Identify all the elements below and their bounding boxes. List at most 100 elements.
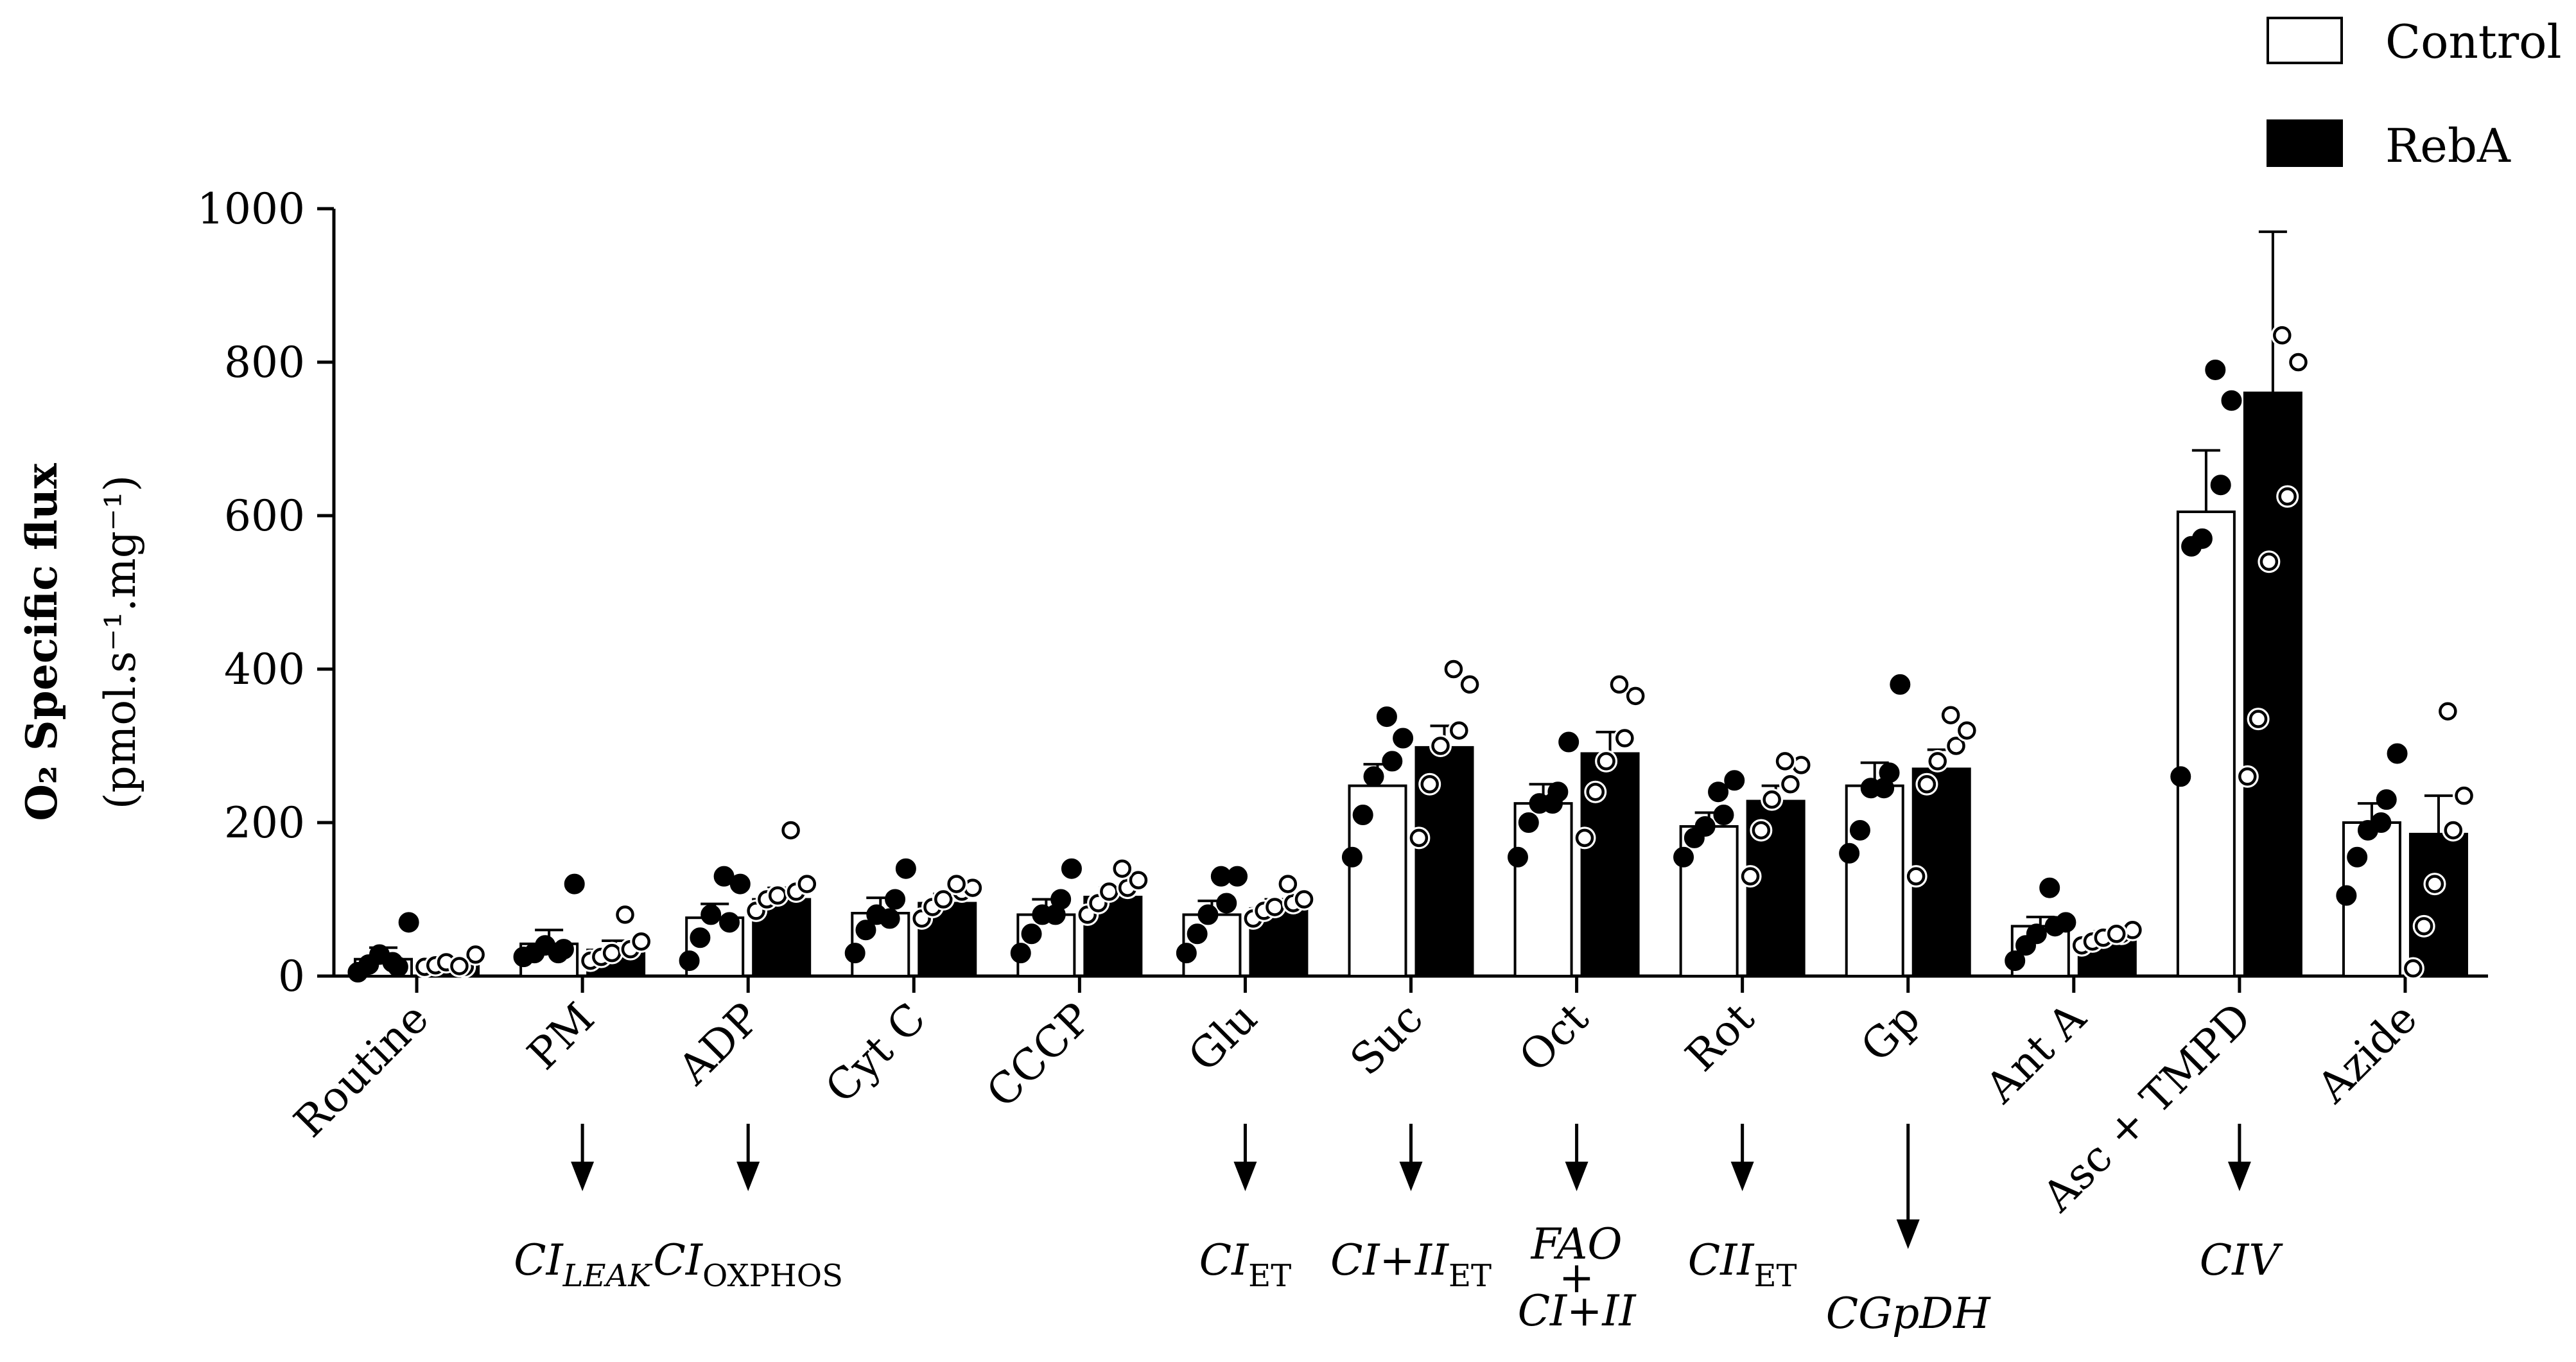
annotation-subscript: ET bbox=[1754, 1258, 1797, 1294]
annotation-text: CILEAK bbox=[514, 1235, 653, 1294]
data-point-control bbox=[1363, 766, 1384, 787]
data-point-outline bbox=[1928, 752, 1947, 771]
data-point-control bbox=[1176, 943, 1197, 964]
x-tick-label: Glu bbox=[1179, 993, 1267, 1081]
data-point-outline bbox=[934, 890, 953, 909]
data-point-control bbox=[1187, 923, 1208, 945]
bar-reba bbox=[2408, 832, 2468, 978]
data-point-control bbox=[1694, 816, 1716, 837]
data-point-control bbox=[1839, 843, 1860, 864]
arrow-head bbox=[736, 1162, 760, 1191]
y-tick-label: 0 bbox=[278, 952, 305, 1001]
data-point-outline bbox=[1100, 882, 1118, 901]
data-point-outline bbox=[1762, 790, 1781, 809]
x-tick-label: Oct bbox=[1510, 993, 1598, 1082]
arrow-head bbox=[1233, 1162, 1257, 1191]
data-point-control bbox=[2387, 743, 2408, 764]
data-point-outline bbox=[2273, 326, 2292, 345]
data-point-outline bbox=[1420, 775, 1439, 794]
data-point-control bbox=[2210, 475, 2231, 496]
y-tick-label: 400 bbox=[224, 645, 305, 694]
y-tick-label: 1000 bbox=[197, 184, 305, 234]
data-point-control bbox=[1341, 846, 1362, 868]
data-point-outline bbox=[2107, 925, 2126, 943]
annotation-text: CGpDH bbox=[1826, 1289, 1991, 1338]
data-point-outline bbox=[2278, 487, 2297, 506]
y-axis-label: O₂ Specific flux (pmol.s⁻¹.mg⁻¹) bbox=[17, 463, 145, 821]
x-tick-label: PM bbox=[518, 993, 604, 1079]
data-point-outline bbox=[2404, 959, 2423, 978]
data-point-outline bbox=[2425, 875, 2444, 893]
data-point-outline bbox=[602, 943, 622, 963]
data-point-outline bbox=[2249, 710, 2268, 728]
data-point-control bbox=[895, 858, 916, 879]
y-tick-label: 800 bbox=[224, 338, 305, 387]
annotations: CILEAK CIOXPHOS CIET CI+IIET FAO+CI+II CIIET C… bbox=[514, 1124, 2283, 1338]
legend-swatch-reba bbox=[2267, 119, 2343, 167]
data-point-control bbox=[398, 912, 419, 933]
bar-control bbox=[2176, 511, 2236, 977]
annotation-text: FAO bbox=[1531, 1219, 1623, 1269]
x-tick-labels: Routine PM ADP Cyt C CCCP Glu Suc Oct Rot Gp Ant A… bbox=[284, 993, 2426, 1221]
data-point-outline bbox=[1958, 721, 1976, 740]
data-point-control bbox=[1210, 866, 1231, 887]
data-point-outline bbox=[1431, 737, 1450, 755]
data-point-control bbox=[2376, 789, 2397, 810]
data-point-control bbox=[2205, 359, 2226, 380]
x-tick-label: Cyt C bbox=[816, 993, 936, 1113]
data-point-control bbox=[855, 920, 876, 941]
arrow-head bbox=[1565, 1162, 1588, 1191]
data-point-outline bbox=[768, 886, 787, 905]
data-point-outline bbox=[1078, 905, 1097, 924]
data-point-control bbox=[2347, 846, 2368, 868]
data-point-outline bbox=[1089, 894, 1108, 912]
data-point-outline bbox=[450, 957, 469, 975]
data-point-control bbox=[1874, 778, 1895, 799]
data-point-control bbox=[2005, 950, 2026, 972]
data-point-outline bbox=[1781, 775, 1800, 794]
data-point-outline bbox=[2414, 917, 2433, 936]
data-point-outline bbox=[1586, 782, 1605, 801]
x-tick-label: Routine bbox=[284, 993, 438, 1147]
data-point-outline bbox=[1113, 859, 1131, 878]
x-tick-label: Ant A bbox=[1976, 993, 2096, 1113]
data-point-outline bbox=[1294, 890, 1314, 909]
y-tick-label: 200 bbox=[224, 798, 305, 848]
x-tick-label: Rot bbox=[1676, 993, 1764, 1081]
data-point-control bbox=[1382, 751, 1403, 772]
data-point-outline bbox=[1917, 775, 1936, 794]
arrow-head bbox=[1896, 1219, 1920, 1249]
annotation-text: CIET bbox=[1199, 1235, 1292, 1294]
bar-control bbox=[1513, 802, 1573, 977]
data-point-control bbox=[1558, 731, 1580, 753]
legend-label-reba: RebA bbox=[2385, 119, 2511, 173]
data-point-outline bbox=[947, 875, 966, 893]
data-point-outline bbox=[1941, 706, 1960, 724]
data-point-control bbox=[1849, 819, 1870, 841]
annotation-subscript: ET bbox=[1248, 1258, 1291, 1294]
data-point-outline bbox=[1615, 729, 1634, 747]
data-point-outline bbox=[1450, 721, 1468, 740]
annotation-text: CI+II bbox=[1518, 1286, 1637, 1336]
arrow-head bbox=[2227, 1162, 2251, 1191]
data-point-control bbox=[1352, 805, 1373, 826]
data-point-outline bbox=[2444, 821, 2463, 840]
x-tick-label: Gp bbox=[1851, 993, 1929, 1072]
data-point-control bbox=[2191, 528, 2213, 549]
data-point-outline bbox=[466, 945, 485, 964]
data-point-control bbox=[548, 943, 569, 964]
bar-reba bbox=[2243, 391, 2302, 977]
annotation-text: CI+IIET bbox=[1330, 1235, 1492, 1294]
data-point-outline bbox=[1597, 752, 1615, 771]
annotation-subscript: OXPHOS bbox=[702, 1258, 843, 1294]
data-point-outline bbox=[2439, 702, 2457, 720]
data-point-control bbox=[1010, 943, 1031, 964]
data-point-outline bbox=[781, 821, 800, 840]
data-point-outline bbox=[747, 902, 765, 920]
data-point-control bbox=[564, 873, 585, 895]
arrow-head bbox=[571, 1162, 595, 1191]
annotation-subscript: ET bbox=[1449, 1258, 1492, 1294]
data-point-outline bbox=[1575, 828, 1594, 848]
data-point-control bbox=[690, 927, 711, 948]
legend-label-control: Control bbox=[2385, 15, 2562, 69]
